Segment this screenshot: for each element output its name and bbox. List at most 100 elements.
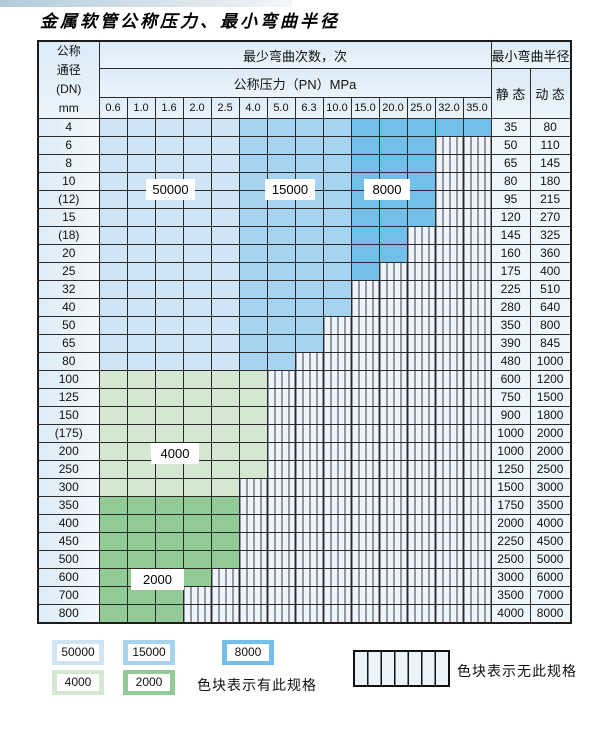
spec-cell-unavailable	[462, 424, 492, 443]
spec-cell-available	[294, 244, 324, 263]
spec-cell-available	[266, 334, 296, 353]
spec-cell-available	[98, 262, 128, 281]
spec-cell-unavailable	[322, 496, 352, 515]
spec-cell-unavailable	[378, 262, 408, 281]
table-row: (18) 145 325	[37, 226, 572, 245]
spec-cell-available	[126, 370, 156, 389]
spec-cell-available	[154, 316, 184, 335]
spec-cell-unavailable	[238, 496, 268, 515]
spec-cell-available	[406, 172, 436, 191]
static-value-cell: 4000	[490, 604, 531, 624]
spec-cell-available	[98, 424, 128, 443]
spec-cell-available	[126, 262, 156, 281]
spec-cell-available	[98, 298, 128, 317]
dynamic-value-cell: 1500	[529, 388, 572, 407]
pressure-value-cell: 20.0	[378, 97, 408, 119]
static-value-cell: 1250	[490, 460, 531, 479]
table-row: 6 50 110	[37, 136, 572, 155]
table-row: 50 350 800	[37, 316, 572, 335]
page-top-strip	[0, 0, 292, 7]
spec-cell-available	[154, 370, 184, 389]
spec-cell-unavailable	[434, 550, 464, 569]
table-row: 4 35 80	[37, 118, 572, 137]
spec-cell-available	[294, 262, 324, 281]
spec-cell-available	[126, 514, 156, 533]
spec-cell-unavailable	[462, 388, 492, 407]
spec-cell-unavailable	[322, 334, 352, 353]
spec-cell-unavailable	[350, 460, 380, 479]
spec-cell-available	[238, 442, 268, 461]
spec-cell-available	[210, 424, 240, 443]
spec-cell-unavailable	[266, 568, 296, 587]
spec-cell-available	[322, 154, 352, 173]
spec-cell-available	[154, 478, 184, 497]
spec-cell-unavailable	[266, 496, 296, 515]
spec-cell-available	[126, 298, 156, 317]
spec-cell-unavailable	[406, 280, 436, 299]
dynamic-value-cell: 8000	[529, 604, 572, 624]
spec-cell-available	[322, 190, 352, 209]
spec-cell-available	[154, 298, 184, 317]
spec-cell-available	[238, 154, 268, 173]
spec-cell-available	[98, 388, 128, 407]
spec-cell-unavailable	[406, 352, 436, 371]
spec-cell-unavailable	[322, 316, 352, 335]
spec-cell-available	[98, 370, 128, 389]
spec-cell-available	[126, 550, 156, 569]
spec-cell-unavailable	[434, 172, 464, 191]
spec-cell-available	[98, 154, 128, 173]
spec-cell-available	[154, 532, 184, 551]
dynamic-value-cell: 6000	[529, 568, 572, 587]
static-value-cell: 160	[490, 244, 531, 263]
static-value-cell: 225	[490, 280, 531, 299]
spec-cell-available	[182, 118, 212, 137]
spec-cell-unavailable	[378, 388, 408, 407]
static-value-cell: 1500	[490, 478, 531, 497]
spec-cell-available	[294, 154, 324, 173]
spec-cell-unavailable	[462, 478, 492, 497]
spec-cell-unavailable	[322, 568, 352, 587]
spec-cell-unavailable	[350, 316, 380, 335]
static-value-cell: 65	[490, 154, 531, 173]
spec-cell-available	[98, 568, 128, 587]
spec-cell-available	[98, 352, 128, 371]
pressure-header-cell: 公称压力（PN）MPa	[98, 68, 492, 98]
legend-swatch-label: 8000	[227, 644, 269, 661]
spec-cell-available	[210, 496, 240, 515]
spec-cell-available	[238, 172, 268, 191]
spec-cell-available	[154, 334, 184, 353]
spec-cell-available	[406, 154, 436, 173]
spec-cell-unavailable	[434, 586, 464, 605]
spec-cell-unavailable	[406, 316, 436, 335]
dynamic-value-cell: 180	[529, 172, 572, 191]
spec-cell-unavailable	[406, 586, 436, 605]
spec-cell-available	[126, 280, 156, 299]
spec-cell-unavailable	[406, 226, 436, 245]
spec-cell-unavailable	[238, 568, 268, 587]
dn-header-cell: 公称 通径 (DN) mm	[37, 40, 100, 119]
spec-cell-available	[182, 298, 212, 317]
spec-cell-available	[434, 118, 464, 137]
spec-cell-available	[98, 460, 128, 479]
static-value-cell: 145	[490, 226, 531, 245]
spec-cell-unavailable	[238, 550, 268, 569]
spec-cell-unavailable	[406, 550, 436, 569]
spec-cell-available	[126, 208, 156, 227]
spec-cell-unavailable	[322, 550, 352, 569]
spec-cell-available	[182, 280, 212, 299]
spec-cell-available	[182, 550, 212, 569]
spec-cell-available	[266, 352, 296, 371]
spec-cell-unavailable	[462, 586, 492, 605]
dn-cell: 350	[37, 496, 100, 515]
spec-cell-unavailable	[266, 442, 296, 461]
spec-cell-unavailable	[406, 406, 436, 425]
spec-cell-unavailable	[462, 262, 492, 281]
spec-cell-unavailable	[406, 370, 436, 389]
spec-cell-available	[294, 316, 324, 335]
static-value-cell: 1000	[490, 424, 531, 443]
spec-cell-available	[406, 190, 436, 209]
spec-cell-available	[378, 154, 408, 173]
spec-cell-available	[210, 262, 240, 281]
no-spec-hatch-swatch	[353, 650, 450, 687]
dn-cell: (175)	[37, 424, 100, 443]
